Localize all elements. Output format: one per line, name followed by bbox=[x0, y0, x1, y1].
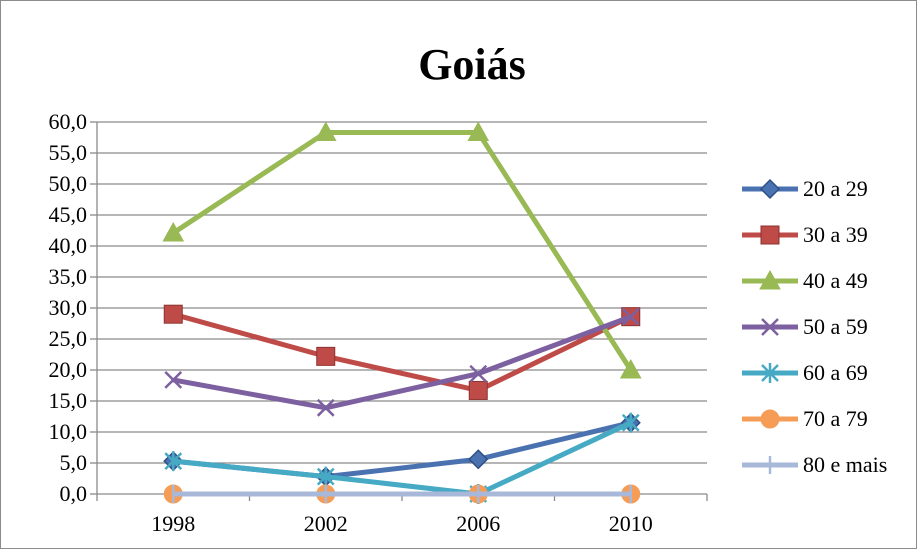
legend-marker bbox=[759, 178, 781, 200]
legend-marker bbox=[760, 409, 780, 429]
series-group bbox=[162, 121, 642, 504]
series-4 bbox=[164, 412, 640, 504]
data-point bbox=[619, 358, 642, 379]
legend-item: 30 a 39 bbox=[742, 222, 868, 247]
series-line bbox=[172, 311, 632, 393]
legend: 20 a 29 30 a 39 40 a 49 50 a 59 60 a 69 70 a … bbox=[742, 176, 887, 477]
legend-item: 40 a 49 bbox=[742, 268, 868, 293]
x-tick-label: 1998 bbox=[151, 511, 195, 536]
legend-marker bbox=[760, 225, 780, 245]
series-1 bbox=[163, 304, 641, 400]
x-tick-label: 2010 bbox=[609, 511, 653, 536]
legend-marker bbox=[761, 363, 779, 383]
data-point bbox=[469, 364, 488, 383]
data-point bbox=[316, 346, 336, 366]
legend-label: 50 a 59 bbox=[803, 314, 868, 339]
legend-label: 40 a 49 bbox=[803, 268, 868, 293]
y-tick-label: 10,0 bbox=[49, 419, 88, 444]
y-tick-label: 20,0 bbox=[49, 357, 88, 382]
data-point bbox=[316, 398, 335, 417]
data-point bbox=[467, 121, 490, 142]
y-tick-label: 30,0 bbox=[49, 295, 88, 320]
legend-item: 50 a 59 bbox=[742, 314, 868, 339]
y-tick-label: 40,0 bbox=[49, 233, 88, 258]
data-point bbox=[316, 466, 335, 487]
y-tick-label: 0,0 bbox=[60, 481, 88, 506]
legend-item: 70 a 79 bbox=[742, 406, 868, 431]
x-tick-label: 2002 bbox=[304, 511, 348, 536]
legend-item: 80 e mais bbox=[742, 452, 887, 477]
series-line bbox=[172, 314, 632, 411]
legend-label: 60 a 69 bbox=[803, 360, 868, 385]
y-tick-label: 45,0 bbox=[49, 202, 88, 227]
y-tick-label: 60,0 bbox=[49, 109, 88, 134]
y-tick-label: 15,0 bbox=[49, 388, 88, 413]
y-tick-label: 25,0 bbox=[49, 326, 88, 351]
series-3 bbox=[164, 307, 640, 417]
legend-label: 20 a 29 bbox=[803, 176, 868, 201]
data-point bbox=[314, 121, 337, 142]
data-point bbox=[162, 221, 185, 242]
y-axis: 0,0 5,0 10,0 15,0 20,0 25,0 30,0 35,0 40,0 45,0 50… bbox=[49, 109, 98, 506]
series-2 bbox=[162, 121, 642, 379]
series-line bbox=[171, 130, 633, 372]
gridlines bbox=[97, 121, 707, 495]
data-point bbox=[164, 451, 183, 472]
x-axis: 1998 2002 2006 2010 bbox=[96, 494, 708, 536]
legend-marker bbox=[759, 269, 781, 290]
legend-item: 20 a 29 bbox=[742, 176, 868, 201]
series-line bbox=[172, 420, 632, 497]
chart-title: Goiás bbox=[418, 40, 526, 89]
legend-item: 60 a 69 bbox=[742, 360, 868, 385]
y-tick-label: 5,0 bbox=[60, 450, 88, 475]
legend-label: 30 a 39 bbox=[803, 222, 868, 247]
data-point bbox=[621, 307, 640, 326]
data-point bbox=[468, 380, 488, 400]
y-tick-label: 50,0 bbox=[49, 171, 88, 196]
x-tick-label: 2006 bbox=[456, 511, 500, 536]
data-point bbox=[468, 449, 489, 470]
y-tick-label: 35,0 bbox=[49, 264, 88, 289]
legend-label: 70 a 79 bbox=[803, 406, 868, 431]
data-point bbox=[621, 412, 640, 433]
data-point bbox=[164, 371, 183, 389]
series-6 bbox=[172, 485, 632, 503]
legend-marker bbox=[761, 318, 779, 336]
data-point bbox=[163, 304, 183, 324]
y-tick-label: 55,0 bbox=[49, 140, 88, 165]
legend-label: 80 e mais bbox=[803, 452, 887, 477]
